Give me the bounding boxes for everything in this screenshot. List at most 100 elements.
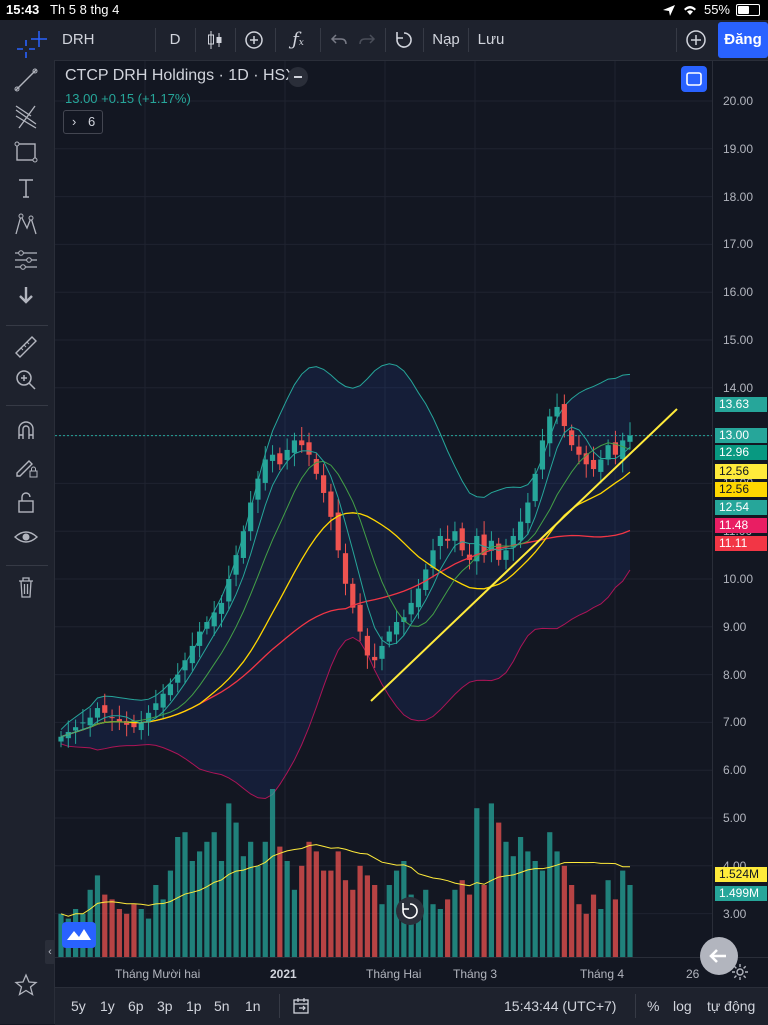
volume-bar: [525, 851, 531, 957]
reload-button[interactable]: Nạp: [432, 31, 460, 48]
range-button[interactable]: 1p: [186, 998, 202, 1014]
tradingview-logo-button[interactable]: [62, 922, 96, 948]
compare-button[interactable]: [240, 20, 268, 60]
volume-bar: [612, 899, 619, 957]
magnet-icon[interactable]: [11, 415, 41, 445]
price-chart[interactable]: [55, 61, 712, 957]
range-button[interactable]: 5n: [214, 998, 230, 1014]
text-icon[interactable]: [11, 173, 41, 203]
undo-icon[interactable]: [326, 20, 352, 60]
auto-scale-toggle[interactable]: tự động: [707, 998, 756, 1014]
save-button[interactable]: Lưu: [477, 31, 505, 48]
price-tick-label: 20.00: [723, 94, 754, 108]
price-tick-label: 15.00: [723, 333, 754, 347]
collapse-toolbar-icon[interactable]: ‹: [45, 940, 55, 964]
volume-bar: [218, 861, 225, 957]
candle: [525, 492, 531, 535]
chart-style-button[interactable]: [200, 20, 230, 60]
volume-bar: [481, 885, 487, 957]
time-axis[interactable]: Tháng Mười hai 2021 Tháng Hai Tháng 3 Th…: [55, 957, 768, 988]
replay-button[interactable]: [396, 897, 424, 925]
range-button[interactable]: 3p: [157, 998, 173, 1014]
fib-icon[interactable]: [11, 102, 41, 132]
candle-body: [87, 717, 93, 726]
scroll-to-latest-button[interactable]: [700, 937, 738, 975]
candle-body: [401, 617, 407, 623]
range-button[interactable]: 6p: [128, 998, 144, 1014]
star-icon[interactable]: [11, 970, 41, 1000]
chevron-right-icon: ›: [72, 114, 77, 129]
range-button[interactable]: 1y: [100, 998, 115, 1014]
volume-bar: [408, 894, 414, 957]
candle: [561, 394, 567, 438]
eye-icon[interactable]: [11, 522, 41, 552]
rectangle-icon[interactable]: [11, 137, 41, 167]
trash-icon[interactable]: [11, 572, 41, 602]
volume-bar: [160, 899, 166, 957]
redo-icon[interactable]: [354, 20, 380, 60]
time-label: Tháng Hai: [366, 967, 422, 981]
volume-bar: [350, 889, 356, 957]
symbol-button[interactable]: DRH: [62, 31, 95, 48]
chart-pane[interactable]: [55, 61, 712, 957]
add-button[interactable]: [682, 20, 710, 60]
candle-body: [138, 722, 144, 731]
crosshair-icon[interactable]: [11, 34, 41, 64]
candle: [401, 609, 407, 636]
log-toggle[interactable]: log: [673, 998, 692, 1014]
forecast-icon[interactable]: [11, 245, 41, 275]
range-button[interactable]: 5y: [71, 998, 86, 1014]
candle-body: [248, 502, 254, 532]
volume-bar: [284, 861, 290, 957]
indicators-icon[interactable]: ƒx: [292, 29, 304, 50]
candle-body: [167, 684, 174, 696]
indicators-toggle[interactable]: › 6: [63, 110, 103, 134]
volume-bar: [547, 832, 553, 957]
range-button[interactable]: 1n: [245, 998, 261, 1014]
price-value-tag: 13.00: [715, 428, 767, 443]
price-axis[interactable]: 20.00 19.00 18.00 17.00 16.00 15.00 14.00 13.00…: [712, 61, 768, 957]
lock-draw-icon[interactable]: [11, 451, 41, 481]
candle-body: [437, 535, 443, 547]
volume-bar: [569, 885, 575, 957]
candle: [328, 483, 334, 531]
price-tick-label: 18.00: [723, 189, 754, 204]
zoom-icon[interactable]: [11, 365, 41, 395]
fullscreen-button[interactable]: [681, 66, 707, 92]
volume-bar: [342, 880, 349, 957]
volume-bar: [233, 822, 239, 957]
trendline-icon[interactable]: [11, 65, 41, 95]
candle: [481, 521, 487, 563]
arrow-down-icon[interactable]: [11, 280, 41, 310]
candle: [284, 438, 290, 470]
candle-body: [620, 440, 626, 460]
replay-icon: [402, 903, 418, 919]
publish-button[interactable]: Đăng: [718, 22, 768, 58]
legend-collapse-button[interactable]: [288, 67, 308, 87]
percent-toggle[interactable]: %: [647, 998, 660, 1014]
location-icon: [662, 4, 675, 16]
volume-bar: [423, 889, 429, 957]
date-range-icon[interactable]: [291, 996, 311, 1019]
volume-bar: [255, 865, 261, 957]
symbol-search-icon[interactable]: [10, 20, 68, 60]
candle-body: [131, 720, 137, 728]
chart-grid: [55, 61, 712, 957]
candle: [175, 663, 181, 693]
reset-icon[interactable]: [390, 20, 418, 60]
timezone-clock[interactable]: 15:43:44 (UTC+7): [504, 998, 617, 1014]
candle: [255, 470, 261, 514]
candle-body: [233, 555, 239, 575]
settings-gear-icon[interactable]: [731, 963, 749, 984]
interval-button[interactable]: D: [169, 31, 181, 48]
volume-bar: [211, 832, 217, 957]
candle: [167, 678, 174, 701]
candle: [269, 445, 276, 473]
pattern-icon[interactable]: [11, 210, 41, 240]
candle-body: [612, 442, 619, 455]
price-tick-label: 3.00: [723, 906, 747, 921]
lock-icon[interactable]: [11, 487, 41, 517]
volume-bar: [240, 856, 246, 957]
ruler-icon[interactable]: [11, 332, 41, 362]
candle-body: [160, 693, 166, 708]
